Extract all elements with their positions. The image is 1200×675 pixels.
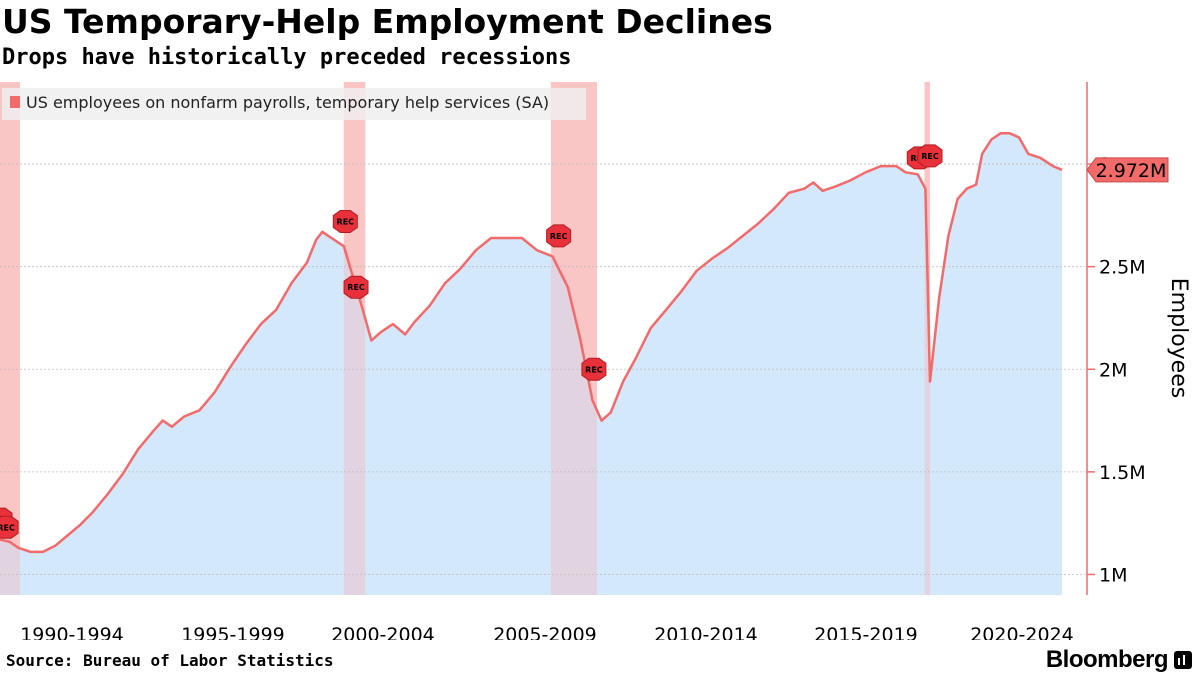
bloomberg-terminal-icon: [1174, 651, 1192, 669]
rec-badge-shape: [581, 357, 607, 381]
legend-background: [2, 88, 586, 120]
x-tick-label-1: 1995-1999: [181, 624, 285, 640]
rec-badge-label: REC: [585, 365, 603, 374]
rec-badge-shape: [332, 210, 358, 234]
recession-marker-7: REC: [917, 144, 943, 168]
recession-marker-5: REC: [581, 357, 607, 381]
legend-label: US employees on nonfarm payrolls, tempor…: [26, 93, 549, 112]
series-line: [0, 132, 1063, 554]
rec-badge-shape: [0, 515, 19, 539]
last-value-badge: 2.972M: [1086, 157, 1169, 183]
chart-area: 1M1.5M2M2.5M3MEmployees1990-19941995-199…: [0, 82, 1191, 640]
rec-badge-shape: [546, 224, 572, 248]
source-note: Source: Bureau of Labor Statistics: [6, 651, 334, 670]
recession-overlay-0: [0, 82, 20, 595]
brand-name: Bloomberg: [1045, 646, 1169, 673]
last-value-badge-shape: [1086, 157, 1169, 183]
y-tick-label-3: 2.5M: [1099, 257, 1146, 279]
recession-overlay-3: [924, 82, 931, 595]
last-value-label: 2.972M: [1096, 160, 1167, 182]
y-axis-title: Employees: [1166, 278, 1191, 398]
recession-overlay-2: [550, 82, 597, 595]
recession-marker-4: REC: [546, 224, 572, 248]
y-tick-label-0: 1M: [1099, 564, 1127, 586]
x-tick-label-4: 2010-2014: [654, 624, 758, 640]
chart-subtitle: Drops have historically preceded recessi…: [2, 45, 572, 70]
rec-badge-label: REC: [347, 283, 365, 292]
rec-badge-label: REC: [921, 152, 939, 161]
y-tick-label-1: 1.5M: [1099, 462, 1146, 484]
recession-marker-2: REC: [332, 210, 358, 234]
rec-badge-label: REC: [550, 232, 568, 241]
recession-marker-1: REC: [0, 515, 19, 539]
x-tick-label-0: 1990-1994: [20, 624, 124, 640]
rec-badge-label: REC: [0, 523, 15, 532]
rec-badge-shape: [343, 275, 369, 299]
y-tick-label-2: 2M: [1099, 359, 1127, 381]
legend-swatch: [10, 96, 20, 108]
recession-marker-3: REC: [343, 275, 369, 299]
recession-overlay-1: [343, 82, 366, 595]
x-tick-label-5: 2015-2019: [814, 624, 918, 640]
x-tick-label-6: 2020-2024: [970, 624, 1074, 640]
rec-badge-label: REC: [337, 218, 355, 227]
x-tick-label-3: 2005-2009: [493, 624, 597, 640]
legend: US employees on nonfarm payrolls, tempor…: [2, 88, 586, 120]
x-tick-label-2: 2000-2004: [331, 624, 435, 640]
series-area: [0, 133, 1062, 596]
brand-logo: Bloomberg: [1046, 646, 1192, 674]
chart-title: US Temporary-Help Employment Declines: [2, 2, 773, 41]
recession-band-0: [0, 82, 20, 595]
rec-badge-shape: [917, 144, 943, 168]
